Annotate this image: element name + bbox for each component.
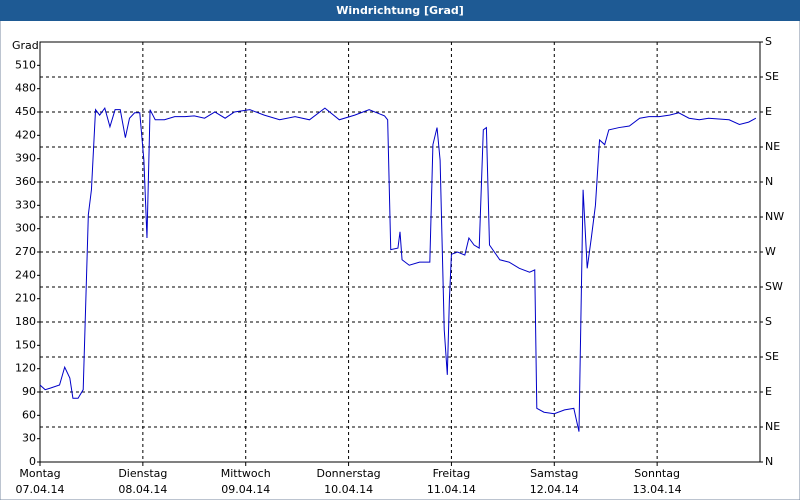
y-tick-label: 180 [15, 315, 36, 328]
x-tick-label: Samstag [530, 467, 578, 480]
y-tick-label: 60 [22, 408, 36, 421]
y2-tick-label: E [765, 105, 772, 118]
y2-tick-label: NE [765, 140, 780, 153]
y-axis-label: Grad [12, 39, 39, 52]
y-tick-label: 390 [15, 152, 36, 165]
y-tick-label: 0 [29, 455, 36, 468]
y-tick-label: 30 [22, 432, 36, 445]
x-tick-date: 09.04.14 [221, 483, 270, 496]
x-tick-date: 13.04.14 [633, 483, 682, 496]
x-tick-date: 08.04.14 [118, 483, 167, 496]
y2-tick-label: NE [765, 420, 780, 433]
y-tick-label: 480 [15, 82, 36, 95]
y-tick-label: 510 [15, 58, 36, 71]
y2-tick-label: N [765, 455, 773, 468]
x-tick-date: 12.04.14 [530, 483, 579, 496]
y2-tick-label: SE [765, 350, 779, 363]
x-tick-label: Freitag [433, 467, 471, 480]
line-series [39, 106, 757, 432]
y-tick-label: 300 [15, 222, 36, 235]
y2-tick-label: S [765, 315, 772, 328]
y2-tick-label: NW [765, 210, 784, 223]
y-tick-label: 270 [15, 245, 36, 258]
y-tick-label: 450 [15, 105, 36, 118]
y-tick-label: 210 [15, 292, 36, 305]
x-tick-label: Dienstag [118, 467, 167, 480]
y-tick-label: 330 [15, 198, 36, 211]
y-tick-label: 150 [15, 338, 36, 351]
y-tick-label: 420 [15, 128, 36, 141]
x-tick-date: 10.04.14 [324, 483, 373, 496]
x-tick-label: Sonntag [634, 467, 680, 480]
y2-tick-label: N [765, 175, 773, 188]
x-tick-date: 07.04.14 [16, 483, 65, 496]
y2-tick-label: SW [765, 280, 783, 293]
chart-title: Windrichtung [Grad] [336, 4, 464, 17]
y2-tick-label: SE [765, 70, 779, 83]
y-tick-label: 240 [15, 268, 36, 281]
y-tick-label: 90 [22, 385, 36, 398]
x-tick-date: 11.04.14 [427, 483, 476, 496]
y-tick-label: 120 [15, 362, 36, 375]
x-tick-label: Montag [19, 467, 60, 480]
y-tick-label: 360 [15, 175, 36, 188]
x-tick-label: Mittwoch [221, 467, 271, 480]
y2-tick-label: E [765, 385, 772, 398]
y2-tick-label: S [765, 35, 772, 48]
title-bar [0, 0, 800, 21]
x-tick-label: Donnerstag [316, 467, 380, 480]
y2-tick-label: W [765, 245, 776, 258]
